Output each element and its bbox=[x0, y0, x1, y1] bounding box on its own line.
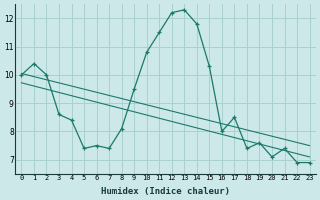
X-axis label: Humidex (Indice chaleur): Humidex (Indice chaleur) bbox=[101, 187, 230, 196]
